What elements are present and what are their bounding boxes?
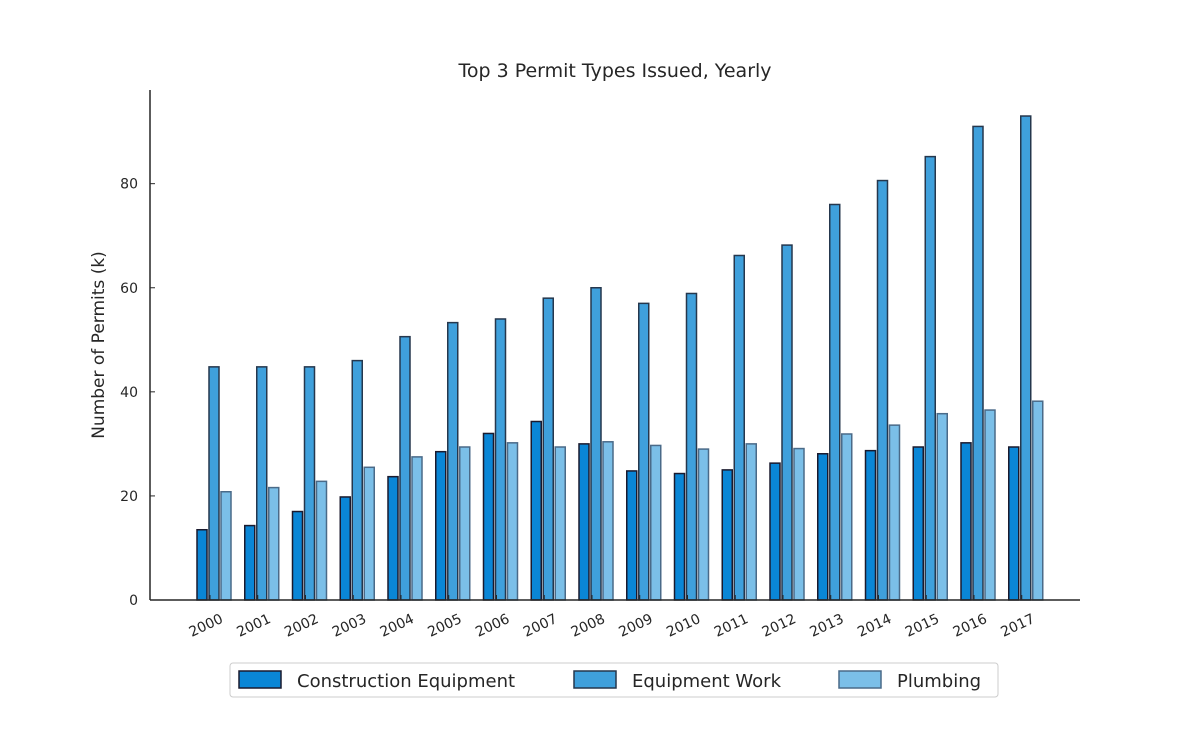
bar-equipment-work-2006: [494, 318, 507, 601]
bar-plumbing-2005: [459, 446, 471, 601]
bar-plumbing-2016: [984, 409, 996, 601]
legend: Construction Equipment Equipment Work Plum…: [229, 662, 999, 698]
y-tick-label: 20: [120, 489, 138, 505]
x-tick-label: 2007: [521, 611, 560, 641]
y-tick-label: 60: [120, 281, 138, 297]
bar-construction-equipment-2008: [578, 443, 590, 601]
bar-equipment-work-2014: [876, 179, 889, 601]
x-tick-label: 2016: [951, 611, 990, 641]
bar-equipment-work-2013: [829, 203, 841, 601]
bar-equipment-work-2005: [447, 321, 459, 601]
x-tick-label: 2006: [473, 611, 512, 641]
x-ticks-group: 2000 2001 2002 2003 2004 2005 2006 2007 2008 2009…: [187, 595, 1037, 641]
x-tick-label: 2012: [760, 611, 799, 641]
bar-construction-equipment-2014: [864, 449, 877, 601]
bar-plumbing-2013: [841, 433, 853, 601]
x-tick-label: 2017: [998, 611, 1037, 641]
bar-construction-equipment-2002: [291, 510, 304, 601]
x-tick-label: 2000: [187, 611, 226, 641]
bar-construction-equipment-2015: [912, 446, 924, 601]
x-tick-label: 2015: [903, 611, 942, 641]
legend-label: Equipment Work: [632, 671, 782, 692]
bar-equipment-work-2002: [303, 366, 316, 601]
chart-title: Top 3 Permit Types Issued, Yearly: [457, 60, 771, 82]
y-tick-label: 80: [120, 177, 138, 193]
bar-equipment-work-2001: [256, 366, 268, 601]
bar-plumbing-2011: [745, 443, 757, 601]
bar-plumbing-2002: [315, 480, 328, 601]
bar-construction-equipment-2001: [244, 524, 256, 601]
bar-plumbing-2003: [363, 466, 375, 601]
bars-group: [196, 115, 1044, 601]
bar-construction-equipment-2009: [626, 470, 638, 601]
y-tick-label: 0: [129, 593, 138, 609]
bar-plumbing-2001: [268, 486, 280, 601]
bar-equipment-work-2010: [685, 292, 698, 601]
bar-plumbing-2014: [888, 424, 901, 601]
x-tick-label: 2011: [712, 611, 751, 641]
legend-label: Plumbing: [897, 671, 981, 692]
bar-equipment-work-2009: [638, 302, 650, 601]
bar-construction-equipment-2011: [721, 469, 733, 601]
bar-construction-equipment-2000: [196, 528, 208, 601]
legend-swatch: [573, 670, 617, 689]
x-tick-label: 2001: [234, 611, 273, 641]
bar-equipment-work-2004: [399, 335, 411, 601]
y-axis-label: Number of Permits (k): [89, 251, 109, 439]
bar-plumbing-2010: [697, 448, 710, 601]
bar-plumbing-2009: [650, 444, 662, 601]
bar-plumbing-2017: [1032, 400, 1044, 601]
x-tick-label: 2014: [855, 611, 894, 641]
bar-equipment-work-2011: [733, 254, 745, 601]
bar-equipment-work-2008: [590, 287, 602, 601]
bar-plumbing-2006: [506, 442, 519, 601]
bar-construction-equipment-2012: [769, 462, 781, 601]
x-tick-label: 2005: [425, 611, 464, 641]
bar-construction-equipment-2017: [1008, 446, 1020, 601]
legend-swatch: [238, 670, 282, 689]
bar-construction-equipment-2006: [482, 432, 495, 601]
x-tick-label: 2004: [378, 611, 417, 641]
bar-equipment-work-2017: [1020, 115, 1032, 601]
bar-equipment-work-2016: [972, 125, 984, 601]
bar-construction-equipment-2003: [339, 496, 351, 601]
bar-plumbing-2012: [793, 447, 805, 601]
legend-label: Construction Equipment: [297, 671, 515, 692]
bar-construction-equipment-2007: [530, 420, 542, 601]
bar-construction-equipment-2010: [673, 472, 686, 601]
x-tick-label: 2008: [569, 611, 608, 641]
bar-construction-equipment-2005: [435, 450, 447, 601]
bar-plumbing-2008: [602, 441, 614, 601]
bar-construction-equipment-2016: [960, 442, 972, 601]
legend-swatch: [838, 670, 882, 689]
x-tick-label: 2009: [616, 611, 655, 641]
x-tick-label: 2003: [330, 611, 369, 641]
bar-construction-equipment-2004: [387, 475, 399, 601]
bar-plumbing-2004: [411, 456, 423, 601]
bar-construction-equipment-2013: [817, 453, 829, 601]
bar-equipment-work-2000: [208, 366, 220, 601]
bar-equipment-work-2015: [924, 155, 936, 601]
bar-equipment-work-2012: [781, 244, 793, 601]
x-tick-label: 2002: [282, 611, 321, 641]
bar-plumbing-2000: [220, 491, 232, 601]
y-ticks-group: 0 20 40 60 80: [120, 177, 155, 609]
y-tick-label: 40: [120, 385, 138, 401]
x-tick-label: 2013: [807, 611, 846, 641]
bar-plumbing-2015: [936, 412, 948, 601]
bar-plumbing-2007: [554, 446, 566, 601]
x-tick-label: 2010: [664, 611, 703, 641]
bar-equipment-work-2003: [351, 359, 363, 601]
bar-equipment-work-2007: [542, 297, 554, 601]
